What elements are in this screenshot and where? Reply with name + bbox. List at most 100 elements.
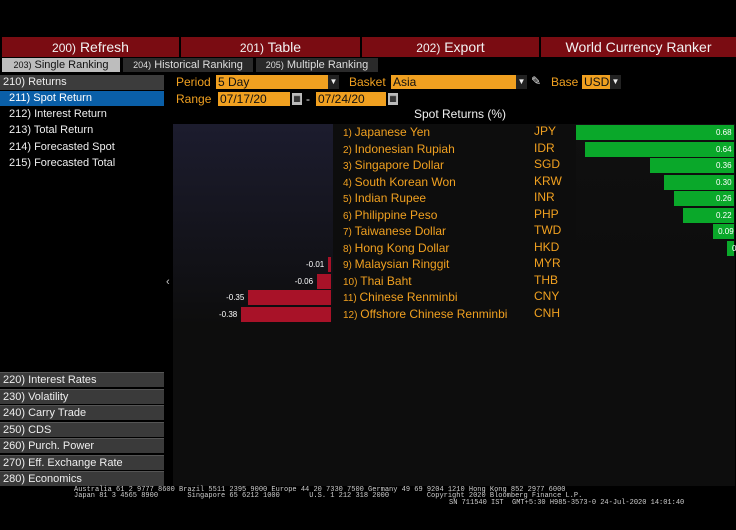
currency-row[interactable]: 7) Taiwanese Dollar [343,223,446,239]
footer: Australia 61 2 9777 8600 Brazil 5511 239… [0,486,736,508]
negative-return-bar [328,257,331,272]
table-button-number: 201) [239,41,264,55]
currency-row[interactable]: 9) Malaysian Ringgit [343,256,449,272]
footer-line-2: Japan 81 3 4565 8900 Singapore 65 6212 1… [74,492,583,500]
function-toolbar: 200) Refresh 201) Table 202) Export Worl… [0,37,736,57]
currency-code: PHP [534,206,559,221]
negative-return-bar [241,306,331,322]
sidebar-item-carry-trade[interactable]: 240) Carry Trade [0,405,164,420]
currency-row[interactable]: 2) Indonesian Rupiah [343,141,455,157]
sidebar-item-spot-return[interactable]: 211) Spot Return [0,91,164,106]
bar-value-label: 0.36 [716,161,732,170]
sidebar: 210) Returns 211) Spot Return 212) Inter… [0,74,166,486]
basket-label: Basket [349,75,386,89]
currency-row[interactable]: 5) Indian Rupee [343,190,426,206]
currency-row[interactable]: 12) Offshore Chinese Renminbi [343,306,507,322]
bar-value-label: 0.26 [716,194,732,203]
refresh-button-label: Refresh [79,39,129,55]
currency-name: Thai Baht [360,273,412,288]
table-button[interactable]: 201) Table [181,37,362,57]
range-start-input[interactable]: 07/17/20 [218,92,290,106]
collapse-sidebar-icon[interactable]: ‹ [166,276,170,288]
currency-code: TWD [534,223,562,237]
tab-number: 203) [13,60,32,70]
bar-value-label: 0.64 [716,144,732,154]
currency-row[interactable]: 3) Singapore Dollar [343,157,444,173]
currency-row[interactable]: 6) Philippine Peso [343,207,437,223]
currency-name: Japanese Yen [354,125,431,139]
currency-name: Taiwanese Dollar [354,224,447,238]
currency-name: Philippine Peso [354,207,438,222]
currency-code: MYR [534,256,561,270]
base-dropdown-icon[interactable]: ▼ [610,75,621,89]
sidebar-item-forecasted-spot[interactable]: 214) Forecasted Spot [9,141,115,153]
currency-code: KRW [534,173,562,188]
refresh-button-number: 200) [52,41,77,55]
positive-return-bar [713,224,734,239]
currency-row[interactable]: 8) Hong Kong Dollar [343,240,449,256]
bar-value-label: -0.06 [294,276,314,286]
tab-label: Historical Ranking [154,59,243,71]
currency-row[interactable]: 11) Chinese Renminbi [343,289,458,305]
currency-code: JPY [534,124,557,138]
base-select[interactable]: USD [582,75,610,89]
chart-title: Spot Returns (%) [414,107,507,121]
positive-return-bar [585,141,734,157]
currency-code: SGD [534,157,561,171]
positive-return-bar [650,158,734,173]
currency-rank: 5) [343,194,355,205]
bar-value-label: 0.03 [732,243,736,253]
currency-row[interactable]: 10) Thai Baht [343,273,412,289]
currency-code: CNH [534,305,560,320]
sidebar-item-eff-exchange-rate[interactable]: 270) Eff. Exchange Rate [0,455,164,470]
tab-historical-ranking[interactable]: 204) Historical Ranking [123,58,253,72]
currency-row[interactable]: 1) Japanese Yen [343,124,430,140]
negative-return-bar [248,290,331,305]
currency-rank: 6) [343,210,355,222]
currency-name: Singapore Dollar [354,158,445,172]
tab-multiple-ranking[interactable]: 205) Multiple Ranking [256,58,378,72]
sidebar-item-economics[interactable]: 280) Economics [0,471,164,486]
bar-value-label: -0.35 [226,293,245,302]
bar-value-label: 0.68 [716,128,732,137]
sidebar-item-volatility[interactable]: 230) Volatility [0,389,164,404]
sidebar-item-interest-rates[interactable]: 220) Interest Rates [0,372,164,387]
tab-label: Single Ranking [34,59,109,71]
currency-rank: 10) [343,276,361,288]
currency-rank: 12) [343,309,361,321]
currency-row[interactable]: 4) South Korean Won [343,174,456,190]
currency-rank: 2) [343,144,355,156]
negative-return-bar [316,273,331,289]
refresh-button[interactable]: 200) Refresh [2,37,181,57]
currency-code: IDR [534,140,555,155]
base-label: Base [551,75,579,89]
sidebar-item-interest-return[interactable]: 212) Interest Return [9,108,107,120]
currency-name: Indonesian Rupiah [354,141,455,156]
currency-rank: 8) [343,243,355,255]
sidebar-item-total-return[interactable]: 213) Total Return [9,124,94,136]
currency-code: THB [534,272,558,287]
bar-value-label: -0.01 [306,260,325,269]
export-button[interactable]: 202) Export [362,37,541,57]
currency-name: Offshore Chinese Renminbi [360,306,508,321]
footer-line-3: SN 711540 IST GMT+5:30 H985-3573-0 24-Ju… [449,499,685,507]
edit-pencil-icon[interactable]: ✎ [531,74,542,88]
period-select[interactable]: 5 Day [216,75,328,89]
sidebar-item-forecasted-total[interactable]: 215) Forecasted Total [9,157,116,169]
currency-rank: 9) [343,260,355,271]
basket-dropdown-icon[interactable]: ▼ [516,75,527,89]
app-title: World Currency Ranker [541,37,736,57]
range-label: Range [176,92,212,106]
sidebar-item-purch-power[interactable]: 260) Purch. Power [0,438,164,453]
sidebar-item-returns[interactable]: 210) Returns [0,75,164,90]
tab-single-ranking[interactable]: 203) Single Ranking [2,58,120,72]
basket-select[interactable]: Asia [391,75,516,89]
calendar-end-icon[interactable]: ▦ [388,93,398,105]
range-end-input[interactable]: 07/24/20 [316,92,386,106]
calendar-start-icon[interactable]: ▦ [292,93,302,105]
currency-rank: 3) [343,161,355,172]
period-dropdown-icon[interactable]: ▼ [328,75,339,89]
range-separator: - [306,92,310,106]
sidebar-item-cds[interactable]: 250) CDS [0,422,164,437]
positive-return-bar [673,191,734,206]
